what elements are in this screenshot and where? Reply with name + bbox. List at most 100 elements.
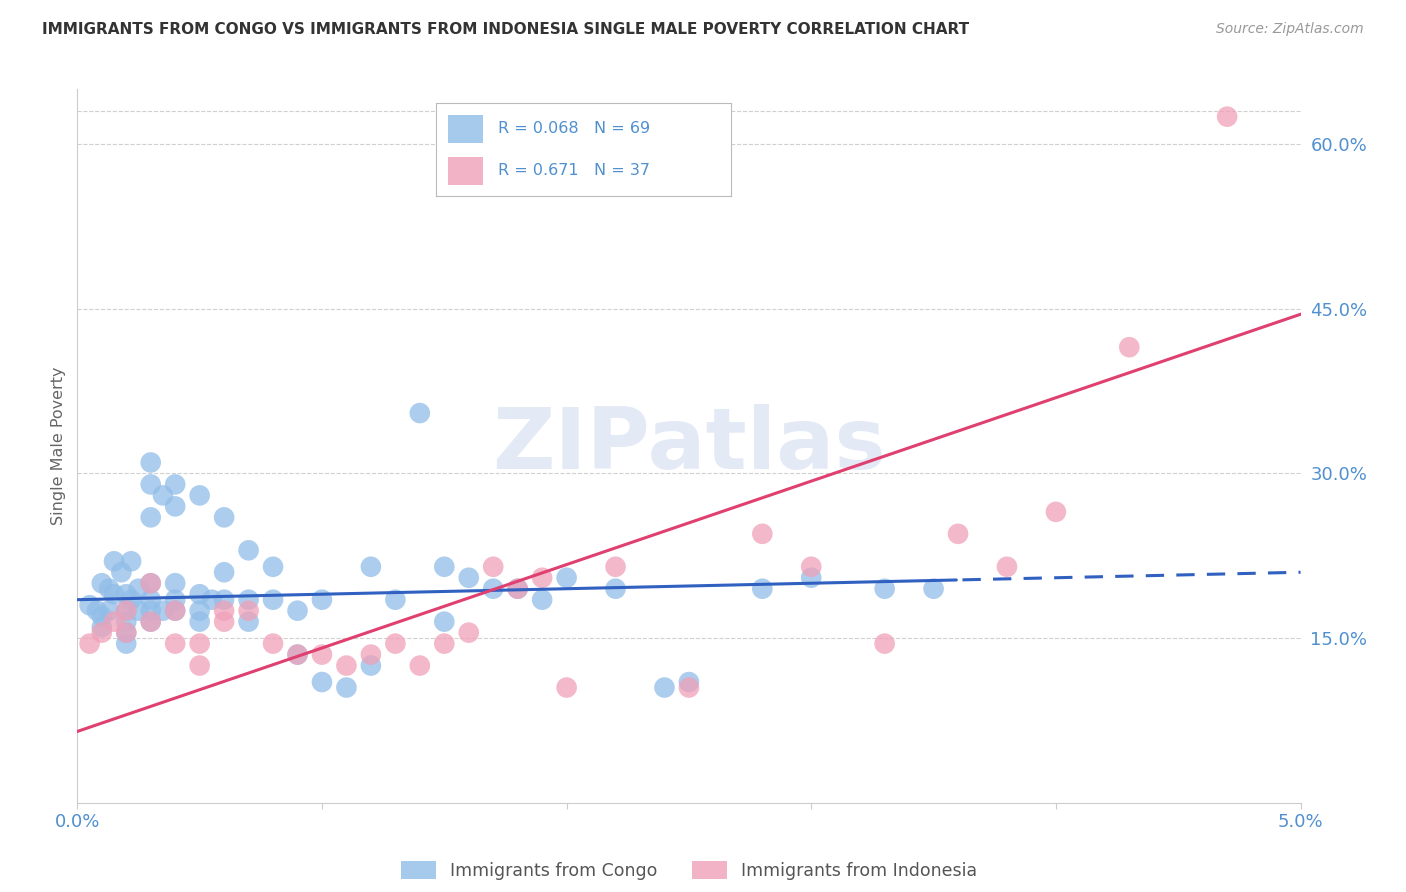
Bar	[447, 115, 484, 143]
Point	[90, 620, 112, 634]
Point	[995, 559, 1018, 574]
Legend: Immigrants from Congo, Immigrants from Indonesia: Immigrants from Congo, Immigrants from I…	[394, 855, 984, 887]
Point	[212, 592, 235, 607]
Point	[103, 615, 125, 629]
Point	[79, 598, 101, 612]
Point	[103, 587, 125, 601]
Point	[1045, 505, 1067, 519]
Point	[139, 615, 162, 629]
Text: IMMIGRANTS FROM CONGO VS IMMIGRANTS FROM INDONESIA SINGLE MALE POVERTY CORRELATI: IMMIGRANTS FROM CONGO VS IMMIGRANTS FROM…	[42, 22, 969, 37]
Point	[98, 582, 121, 596]
Point	[188, 587, 211, 601]
Point	[120, 592, 142, 607]
Text: R = 0.068   N = 69: R = 0.068 N = 69	[498, 121, 650, 136]
Point	[115, 625, 138, 640]
Point	[127, 604, 149, 618]
Point	[605, 582, 627, 596]
Point	[212, 510, 235, 524]
Point	[287, 648, 309, 662]
Point	[238, 543, 260, 558]
Point	[115, 625, 138, 640]
Point	[165, 637, 187, 651]
Point	[90, 609, 112, 624]
Point	[238, 604, 260, 618]
Point	[457, 625, 479, 640]
Point	[139, 576, 162, 591]
Point	[120, 554, 142, 568]
Point	[262, 559, 284, 574]
Point	[482, 582, 505, 596]
Point	[188, 604, 211, 618]
Point	[139, 604, 162, 618]
Point	[139, 455, 162, 469]
Point	[86, 604, 108, 618]
Point	[751, 526, 773, 541]
Point	[165, 604, 187, 618]
Text: Source: ZipAtlas.com: Source: ZipAtlas.com	[1216, 22, 1364, 37]
Point	[188, 488, 211, 502]
Point	[457, 571, 479, 585]
Point	[800, 571, 823, 585]
Point	[165, 477, 187, 491]
Point	[433, 559, 456, 574]
Point	[873, 637, 896, 651]
Point	[98, 604, 121, 618]
Point	[262, 592, 284, 607]
Point	[433, 637, 456, 651]
Point	[311, 592, 333, 607]
Point	[360, 658, 382, 673]
Point	[115, 604, 138, 618]
Point	[165, 576, 187, 591]
Point	[103, 554, 125, 568]
Point	[152, 488, 174, 502]
Point	[139, 510, 162, 524]
Bar	[447, 157, 484, 185]
Point	[212, 566, 235, 580]
Point	[311, 648, 333, 662]
Point	[531, 571, 554, 585]
Point	[139, 576, 162, 591]
Point	[1118, 340, 1140, 354]
Point	[212, 604, 235, 618]
Point	[152, 604, 174, 618]
Point	[751, 582, 773, 596]
Point	[311, 675, 333, 690]
Point	[212, 615, 235, 629]
Point	[360, 648, 382, 662]
Point	[384, 637, 406, 651]
Point	[139, 592, 162, 607]
Point	[90, 625, 112, 640]
Point	[238, 592, 260, 607]
Text: R = 0.671   N = 37: R = 0.671 N = 37	[498, 163, 650, 178]
Point	[165, 592, 187, 607]
Point	[115, 587, 138, 601]
Point	[1216, 110, 1239, 124]
Point	[873, 582, 896, 596]
Point	[409, 658, 432, 673]
Point	[115, 615, 138, 629]
Point	[433, 615, 456, 629]
Point	[201, 592, 224, 607]
Point	[188, 658, 211, 673]
Point	[79, 637, 101, 651]
Point	[384, 592, 406, 607]
Point	[922, 582, 945, 596]
Point	[531, 592, 554, 607]
Point	[139, 477, 162, 491]
Point	[678, 681, 700, 695]
Point	[946, 526, 969, 541]
Point	[115, 604, 138, 618]
Point	[555, 571, 578, 585]
Point	[188, 637, 211, 651]
Point	[800, 559, 823, 574]
Point	[287, 648, 309, 662]
Point	[90, 576, 112, 591]
Point	[188, 615, 211, 629]
Point	[409, 406, 432, 420]
Point	[127, 582, 149, 596]
Point	[360, 559, 382, 574]
Point	[506, 582, 529, 596]
Point	[115, 637, 138, 651]
Point	[555, 681, 578, 695]
Point	[678, 675, 700, 690]
